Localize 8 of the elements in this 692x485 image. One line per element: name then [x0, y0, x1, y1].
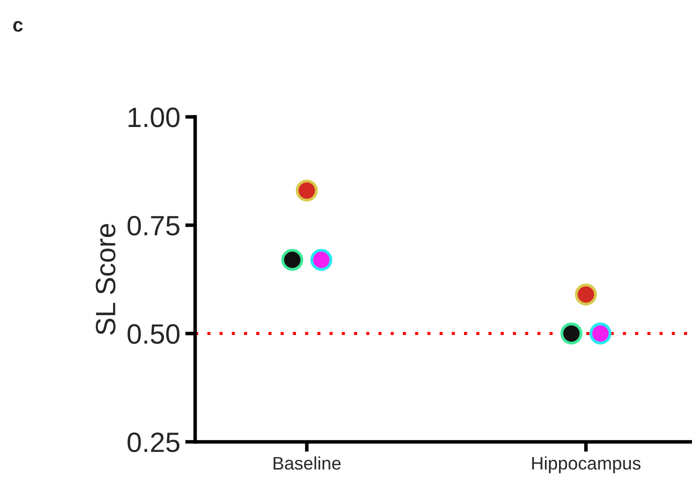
y-tick-label: 0.25 [128, 432, 180, 452]
y-tick-label: 0.50 [128, 324, 180, 344]
y-tick-label: 0.75 [128, 216, 180, 236]
y-tick-label: 1.00 [128, 108, 180, 128]
x-tick-label: Baseline [274, 456, 341, 470]
x-tick-label: Hippocampus [532, 456, 640, 474]
text: c [13, 21, 23, 32]
y-axis-title: SL Score [96, 224, 116, 335]
